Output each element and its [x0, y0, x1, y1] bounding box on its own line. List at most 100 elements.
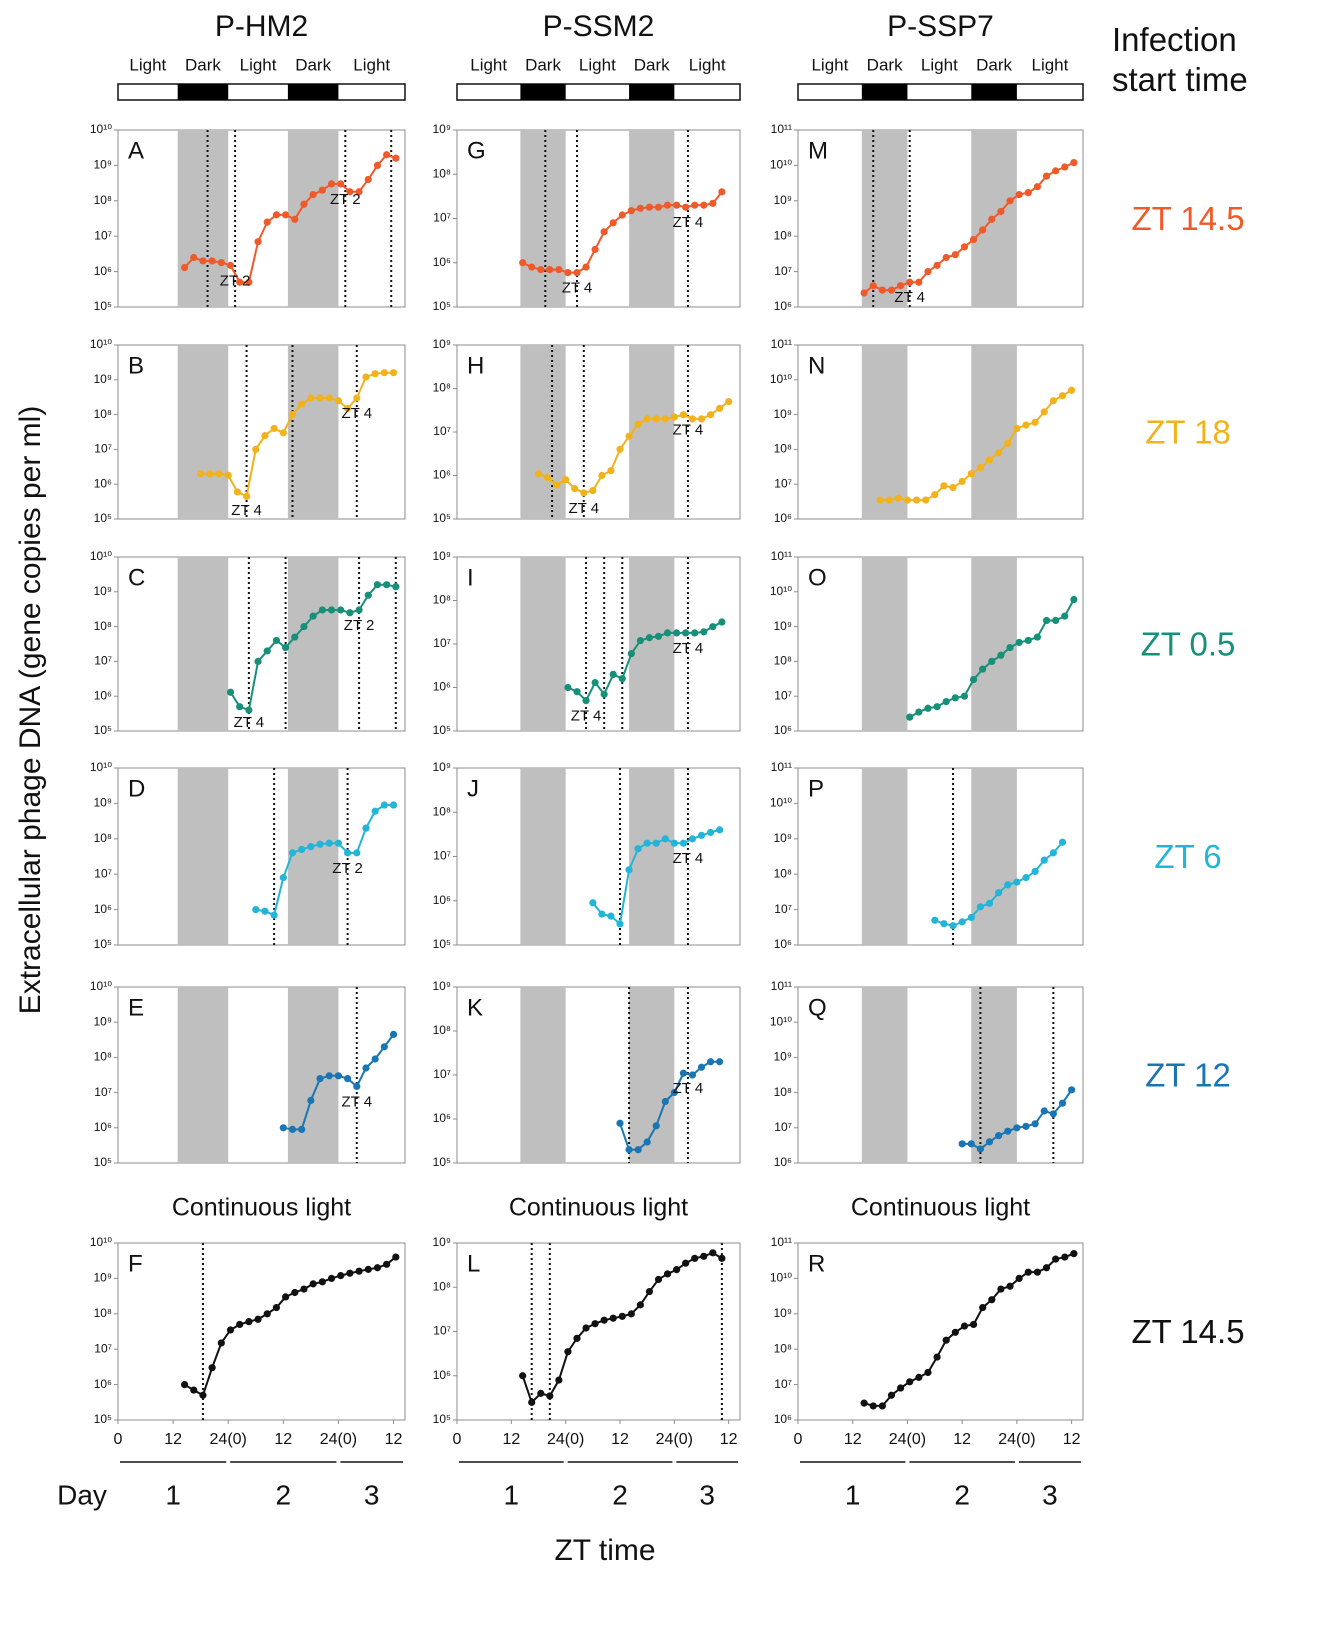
data-point: [979, 665, 987, 673]
y-tick-label: 10⁸: [94, 831, 112, 845]
data-point: [691, 201, 699, 209]
y-tick-label: 10⁸: [774, 1085, 792, 1099]
data-point: [318, 1278, 326, 1286]
data-point: [245, 706, 253, 714]
annotation: ZT 4: [341, 405, 372, 422]
data-point: [663, 201, 672, 209]
annotation: ZT 4: [234, 714, 265, 731]
data-point: [371, 807, 379, 815]
data-point: [180, 263, 189, 272]
data-point: [344, 849, 352, 857]
data-point: [725, 397, 733, 406]
day-number: 2: [612, 1479, 628, 1510]
data-point: [616, 445, 624, 453]
data-point: [645, 634, 654, 642]
x-tick-label: 12: [164, 1431, 182, 1448]
data-point: [643, 1138, 651, 1146]
data-line: [880, 389, 1073, 502]
y-tick-label: 10⁵: [433, 1155, 451, 1169]
panel-label: P: [808, 775, 824, 802]
data-point: [912, 496, 921, 504]
data-point: [878, 286, 886, 294]
data-point: [718, 618, 726, 626]
plot-area: [797, 986, 1084, 1164]
data-point: [915, 278, 923, 286]
data-point: [261, 431, 269, 440]
dark-period: [520, 987, 566, 1163]
y-tick-label: 10⁵: [433, 511, 451, 525]
data-point: [1006, 1282, 1014, 1290]
data-point: [636, 636, 644, 645]
data-point: [1015, 638, 1023, 647]
data-point: [985, 456, 994, 464]
data-point: [236, 1320, 244, 1329]
data-point: [373, 581, 382, 589]
data-point: [279, 1124, 287, 1132]
data-point: [697, 831, 706, 839]
panel-label: O: [808, 564, 827, 591]
y-tick-label: 10⁹: [94, 796, 113, 810]
day-number: 2: [954, 1479, 970, 1510]
data-point: [958, 477, 966, 486]
x-tick-label: 12: [720, 1431, 738, 1448]
row-label: ZT 14.5: [1131, 200, 1244, 237]
data-point: [979, 226, 987, 234]
y-tick-label: 10⁹: [94, 372, 113, 386]
data-point: [553, 481, 561, 489]
data-point: [1068, 386, 1076, 394]
panel-label: H: [467, 352, 484, 379]
plot-area: [456, 344, 741, 520]
data-point: [616, 920, 624, 928]
y-tick-label: 10⁵: [433, 937, 451, 951]
data-point: [199, 1391, 207, 1399]
data-point: [291, 633, 299, 641]
data-point: [208, 1364, 216, 1372]
data-point: [364, 1265, 372, 1273]
data-point: [682, 203, 690, 211]
x-tick-label: 12: [611, 1431, 629, 1448]
data-point: [700, 201, 708, 209]
data-point: [924, 1368, 932, 1377]
data-point: [261, 907, 269, 915]
data-point: [224, 471, 232, 479]
y-tick-label: 10⁶: [433, 468, 451, 482]
data-point: [316, 394, 324, 402]
y-tick-label: 10⁹: [774, 619, 793, 633]
panel-label: I: [467, 564, 474, 591]
phase-label: Light: [240, 55, 277, 74]
data-point: [609, 219, 617, 227]
x-tick-label: 24(0): [998, 1431, 1035, 1448]
column-title: P-SSP7: [887, 10, 994, 43]
data-point: [254, 238, 262, 246]
data-point: [380, 801, 388, 809]
phase-bar: [117, 83, 406, 101]
phase-label: Dark: [634, 55, 670, 74]
y-tick-label: 10¹⁰: [770, 796, 792, 810]
y-tick-label: 10⁹: [433, 337, 452, 351]
dark-phase: [861, 84, 908, 100]
y-tick-label: 10⁹: [774, 193, 793, 207]
data-point: [931, 916, 939, 924]
data-point: [316, 1074, 324, 1083]
y-tick-label: 10⁹: [433, 1235, 452, 1249]
data-point: [1040, 856, 1048, 864]
data-point: [860, 289, 868, 297]
data-point: [383, 151, 391, 159]
data-point: [627, 207, 635, 215]
data-point: [1033, 183, 1041, 191]
data-point: [309, 1280, 317, 1288]
data-point: [380, 1043, 388, 1051]
data-point: [582, 263, 590, 271]
panel-label: N: [808, 352, 825, 379]
data-point: [288, 411, 297, 419]
data-point: [643, 415, 651, 423]
data-point: [546, 266, 554, 274]
data-point: [654, 203, 663, 211]
y-tick-label: 10⁹: [774, 1306, 793, 1320]
data-point: [300, 1285, 308, 1293]
data-point: [272, 211, 281, 219]
data-point: [634, 845, 642, 853]
plot-area: [797, 129, 1084, 308]
data-point: [673, 201, 681, 209]
